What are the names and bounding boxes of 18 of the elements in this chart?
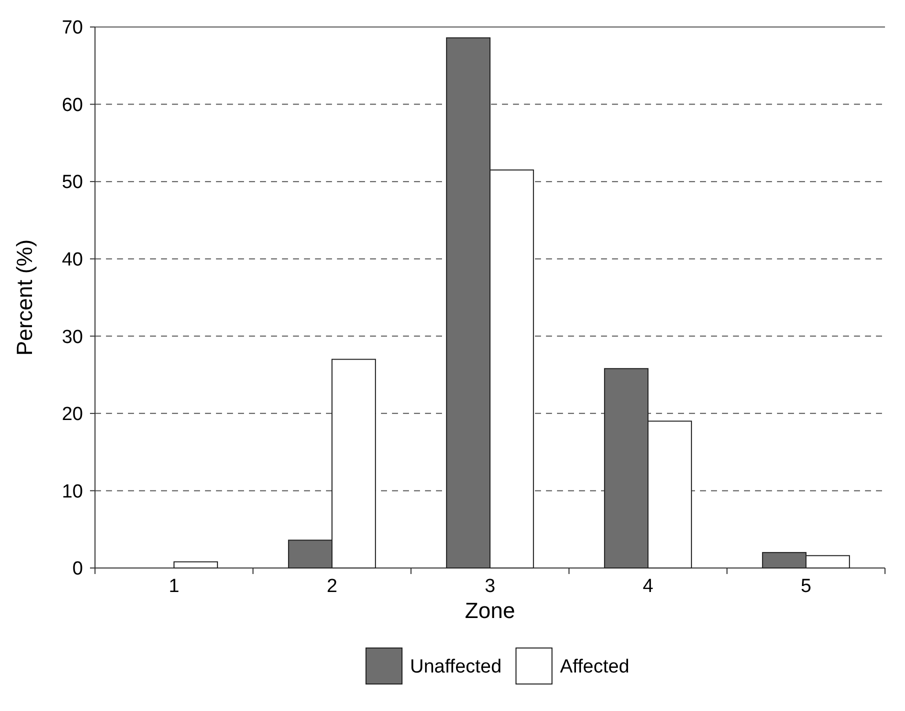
y-tick-label: 30 [62,326,83,348]
y-tick-label: 10 [62,481,83,502]
x-tick-label: 4 [642,576,654,597]
y-tick-label: 0 [72,558,83,580]
x-tick-label: 1 [168,576,180,597]
y-axis-title: Percent (%) [12,239,37,356]
legend-label: Affected [560,656,630,678]
y-tick-label: 60 [62,94,83,116]
y-tick-label: 20 [62,404,83,426]
x-tick-label: 3 [484,576,496,597]
x-tick-label: 5 [800,576,812,597]
bar [174,561,218,568]
x-tick-label: 2 [326,576,338,597]
y-tick-label: 40 [62,250,83,271]
legend-label: Unaffected [410,656,502,678]
x-axis-title: Zone [464,598,516,623]
y-tick-label: 70 [62,18,83,39]
y-tick-label: 50 [62,172,83,194]
